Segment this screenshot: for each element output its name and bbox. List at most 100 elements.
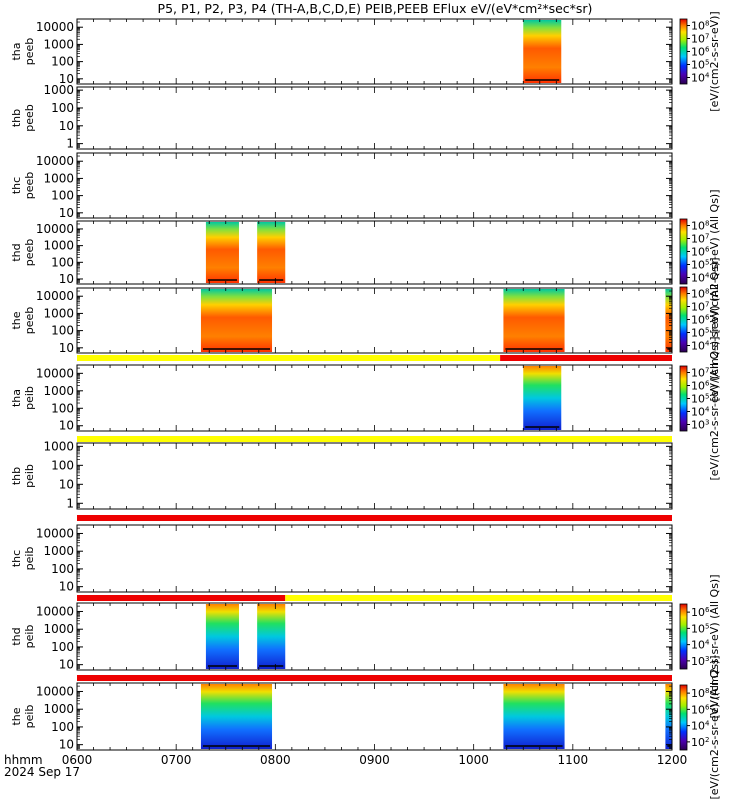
panel-probe-label: thb [10, 467, 23, 485]
colorbar-scale [679, 603, 688, 670]
colorbar-tick-label: 108 [691, 220, 709, 233]
colorbar-tick-label: 105 [691, 259, 709, 272]
panel-instrument-label: peib [23, 547, 36, 571]
y-tick-label: 1000 [43, 622, 74, 636]
mode-bar-segment [77, 436, 672, 442]
panel-frame [76, 442, 673, 510]
y-tick-label: 100 [51, 458, 74, 472]
y-tick-label: 10000 [36, 154, 74, 168]
panel-instrument-label: peib [23, 464, 36, 488]
panel-probe-label: thd [10, 627, 23, 645]
x-axis: 0600 0700 0800 0900 1000 1100 1200 [62, 753, 688, 767]
y-tick-label: 1000 [43, 239, 74, 253]
panel-probe-label: thc [10, 177, 23, 194]
spectrogram-interval [205, 604, 239, 669]
mode-bar-segment [77, 675, 672, 681]
panel-probe-label: thd [10, 243, 23, 261]
x-tick-label: 1200 [657, 753, 688, 767]
y-tick-label: 10 [59, 341, 74, 355]
colorbar-tick-label: 105 [691, 622, 709, 635]
spectrogram-interval [665, 289, 672, 352]
y-tick-label: 100 [51, 55, 74, 69]
panel-thb-peib: 1 10 100 1000 thb peib [10, 439, 673, 521]
panel-stack: 10 100 1000 10000 tha peeb 104105106107108[eV/… [10, 11, 721, 799]
y-tick-label: 100 [51, 562, 74, 576]
panel-thc-peib: 10 100 1000 10000 thc peib [10, 524, 673, 601]
panel-thc-peeb: 10 100 1000 10000 thc peeb [10, 152, 673, 220]
y-tick-label: 1000 [43, 306, 74, 320]
colorbar-scale [679, 365, 688, 432]
spectrogram-interval [200, 684, 273, 749]
panel-instrument-label: peib [23, 625, 36, 649]
panel-frame [76, 220, 673, 285]
colorbar-tick-label: 107 [691, 233, 709, 246]
colorbar-tick-label: 102 [691, 736, 709, 749]
y-tick-label: 100 [51, 401, 74, 415]
y-tick-label: 1 [66, 496, 74, 510]
panel-frame [76, 152, 673, 219]
panel-tha-peib: 10 100 1000 10000 tha peib 103104105106107[eV/… [10, 336, 721, 480]
colorbar-scale [679, 286, 688, 353]
x-tick-label: 0900 [359, 753, 390, 767]
y-tick-label: 10000 [36, 604, 74, 618]
x-tick-label: 1100 [558, 753, 589, 767]
y-tick-label: 10 [59, 477, 74, 491]
y-tick-label: 10 [59, 419, 74, 433]
panel-instrument-label: peeb [23, 172, 36, 200]
y-tick-label: 10000 [36, 222, 74, 236]
y-tick-label: 10 [59, 658, 74, 672]
x-axis-units-label: hhmm [4, 753, 43, 767]
y-tick-label: 10 [59, 580, 74, 594]
panel-probe-label: thb [10, 109, 23, 127]
colorbar-label: [eV/(cm2-s-sr-eV) (All Qs)] [708, 257, 721, 401]
y-tick-label: 10000 [36, 289, 74, 303]
panel-instrument-label: peeb [23, 104, 36, 132]
colorbar-tick-label: 103 [691, 419, 709, 432]
y-tick-label: 10000 [36, 20, 74, 34]
y-tick-label: 10 [59, 206, 74, 220]
y-tick-label: 100 [51, 189, 74, 203]
panel-instrument-label: peeb [23, 307, 36, 335]
x-tick-label: 1000 [458, 753, 489, 767]
y-tick-label: 1 [66, 137, 74, 151]
panel-frame [76, 602, 673, 671]
y-tick-label: 100 [51, 720, 74, 734]
panel-thb-peeb: 1 10 100 1000 thb peeb [10, 83, 673, 151]
y-tick-label: 100 [51, 101, 74, 115]
y-tick-label: 100 [51, 640, 74, 654]
colorbar-tick-label: 107 [691, 301, 709, 314]
x-tick-label: 0700 [161, 753, 192, 767]
colorbar-label: [eV/(cm2-s-sr-eV) (All Qs)] [708, 189, 721, 333]
panel-thd-peib: 10 100 1000 10000 thd peib 103104105106[eV/(cm… [10, 574, 721, 718]
y-tick-label: 10 [59, 119, 74, 133]
colorbar-tick-label: 107 [691, 367, 709, 380]
panel-probe-label: tha [10, 42, 23, 60]
panel-frame [76, 524, 673, 593]
spectrogram-interval [205, 222, 239, 283]
colorbar-label: [eV/(cm2-s-sr-eV) (All Qs)] [708, 655, 721, 799]
y-tick-label: 1000 [43, 439, 74, 453]
spectrogram-interval [257, 222, 286, 283]
panel-probe-label: thc [10, 550, 23, 567]
y-tick-label: 1000 [43, 384, 74, 398]
y-tick-label: 10000 [36, 366, 74, 380]
panel-frame [76, 364, 673, 432]
panel-instrument-label: peib [23, 705, 36, 729]
panel-instrument-label: peib [23, 386, 36, 410]
colorbar-tick-label: 107 [691, 33, 709, 46]
spectrogram-interval [523, 366, 562, 430]
spectrogram-interval [665, 684, 672, 749]
x-tick-label: 0600 [62, 753, 93, 767]
panel-probe-label: tha [10, 389, 23, 407]
x-tick-label: 0800 [260, 753, 291, 767]
colorbar-label: [eV/(cm2-s-sr-eV) (All Qs)] [708, 336, 721, 480]
colorbar-scale [679, 684, 688, 751]
panel-the-peib: 10 100 1000 10000 the peib 102104106108[eV/(cm… [10, 655, 721, 799]
panel-instrument-label: peeb [23, 239, 36, 267]
mode-bar-segment [77, 355, 501, 361]
panel-the-peeb: 10 100 1000 10000 the peeb 104105106107108[eV/… [10, 257, 721, 401]
colorbar-scale [679, 18, 688, 85]
